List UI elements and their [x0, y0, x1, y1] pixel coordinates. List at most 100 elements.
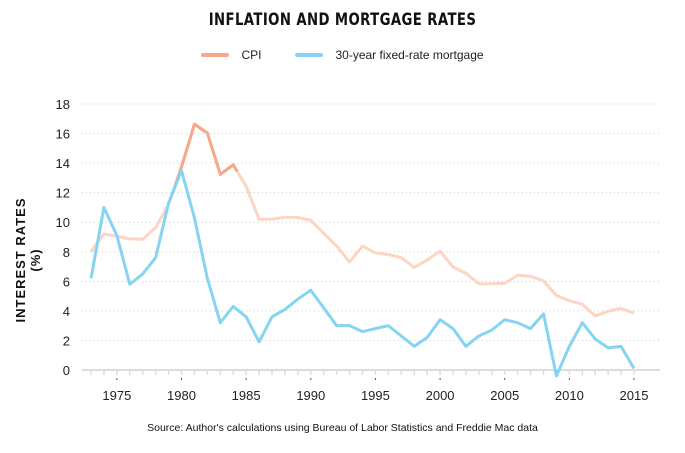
data-point-cpi	[607, 310, 610, 313]
data-point-cpi	[490, 282, 493, 285]
data-point-cpi	[374, 251, 377, 254]
data-point-mortgage	[335, 324, 338, 327]
y-tick-label: 8	[63, 245, 70, 260]
legend-swatch-cpi	[201, 53, 230, 57]
x-tick-label: 1980	[167, 388, 196, 403]
data-point-mortgage	[490, 329, 493, 332]
data-point-mortgage	[400, 335, 403, 338]
data-point-mortgage	[193, 216, 196, 219]
data-point-mortgage	[180, 169, 183, 172]
data-point-cpi	[620, 307, 623, 310]
data-point-cpi	[322, 232, 325, 235]
data-point-cpi	[452, 265, 455, 268]
data-point-cpi	[206, 131, 209, 134]
data-point-mortgage	[283, 308, 286, 311]
y-tick-label: 16	[56, 127, 70, 142]
data-point-cpi	[258, 218, 261, 221]
data-point-cpi	[426, 259, 429, 262]
y-tick-label: 4	[63, 304, 70, 319]
y-tick-label: 6	[63, 274, 70, 289]
data-point-cpi	[232, 163, 235, 166]
data-point-cpi	[439, 250, 442, 253]
data-point-mortgage	[633, 367, 636, 370]
chart-title: INFLATION AND MORTGAGE RATES	[208, 10, 477, 30]
data-point-mortgage	[219, 321, 222, 324]
data-point-cpi	[219, 173, 222, 176]
data-point-mortgage	[141, 272, 144, 275]
data-point-cpi	[296, 216, 299, 219]
y-tick-label: 2	[63, 333, 70, 348]
data-point-cpi	[271, 218, 274, 221]
series-line-cpi	[89, 122, 635, 318]
data-point-cpi	[581, 303, 584, 306]
series-line-mortgage	[89, 169, 636, 378]
y-tick-label: 10	[56, 215, 70, 230]
data-point-cpi	[400, 256, 403, 259]
data-point-cpi	[477, 282, 480, 285]
legend-swatch-mortgage	[295, 53, 324, 57]
data-point-cpi	[568, 299, 571, 302]
x-tick-label: 1990	[296, 388, 325, 403]
data-point-mortgage	[426, 336, 429, 339]
data-point-cpi	[516, 274, 519, 277]
data-point-mortgage	[167, 202, 170, 205]
x-tick-label: 1985	[232, 388, 261, 403]
data-point-mortgage	[361, 330, 364, 333]
data-point-mortgage	[232, 305, 235, 308]
data-point-mortgage	[477, 335, 480, 338]
data-point-cpi	[503, 282, 506, 285]
data-point-mortgage	[271, 315, 274, 318]
data-point-cpi	[529, 275, 532, 278]
data-point-mortgage	[374, 327, 377, 330]
data-point-mortgage	[555, 374, 558, 377]
data-point-mortgage	[594, 337, 597, 340]
data-point-mortgage	[154, 256, 157, 259]
data-point-mortgage	[439, 318, 442, 321]
data-point-cpi	[594, 314, 597, 317]
data-point-cpi	[335, 245, 338, 248]
data-point-mortgage	[296, 298, 299, 301]
data-point-cpi	[387, 253, 390, 256]
data-point-mortgage	[529, 327, 532, 330]
data-point-mortgage	[452, 327, 455, 330]
data-point-mortgage	[90, 277, 93, 280]
data-point-cpi	[348, 260, 351, 263]
data-point-mortgage	[206, 277, 209, 280]
y-tick-label: 12	[56, 186, 70, 201]
data-point-mortgage	[516, 321, 519, 324]
data-point-mortgage	[464, 345, 467, 348]
data-point-cpi	[555, 294, 558, 297]
data-point-cpi	[283, 216, 286, 219]
data-point-cpi	[128, 237, 131, 240]
data-point-cpi	[633, 312, 636, 315]
data-point-cpi	[193, 123, 196, 126]
y-tick-label: 14	[56, 156, 70, 171]
data-point-cpi	[245, 185, 248, 188]
data-point-mortgage	[607, 346, 610, 349]
data-point-mortgage	[387, 324, 390, 327]
data-point-cpi	[464, 272, 467, 275]
x-tick-label: 2010	[555, 388, 584, 403]
legend: CPI 30-year fixed-rate mortgage	[0, 48, 685, 62]
data-point-mortgage	[348, 324, 351, 327]
data-point-mortgage	[542, 312, 545, 315]
data-point-cpi	[413, 266, 416, 269]
data-point-mortgage	[503, 318, 506, 321]
data-point-mortgage	[322, 306, 325, 309]
y-tick-label: 18	[56, 97, 70, 112]
source-note: Source: Author's calculations using Bure…	[147, 422, 538, 434]
y-tick-label: 0	[63, 363, 70, 378]
series-line-cpi-highlight	[173, 122, 239, 187]
data-point-mortgage	[258, 340, 261, 343]
x-tick-label: 2005	[490, 388, 519, 403]
data-point-mortgage	[581, 321, 584, 324]
x-tick-label: 1975	[102, 388, 131, 403]
data-point-mortgage	[413, 345, 416, 348]
data-point-mortgage	[309, 289, 312, 292]
data-point-cpi	[180, 165, 183, 168]
legend-label-cpi: CPI	[241, 48, 262, 62]
data-point-cpi	[141, 238, 144, 241]
legend-label-mortgage: 30-year fixed-rate mortgage	[335, 48, 484, 62]
data-point-cpi	[90, 250, 93, 253]
